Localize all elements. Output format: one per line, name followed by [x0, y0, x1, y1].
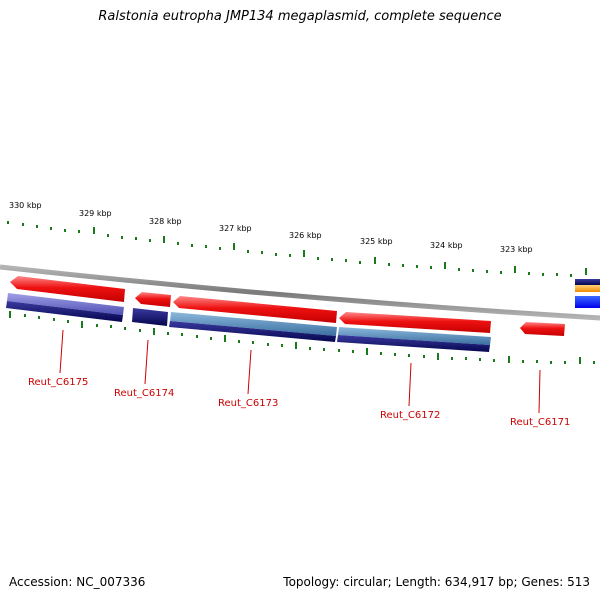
gene-leader-lines [59, 329, 541, 414]
gene-band [7, 293, 124, 315]
map-title: Ralstonia eutropha JMP134 megaplasmid, c… [98, 9, 502, 24]
inner-tick-ring [9, 311, 595, 364]
gene-band [338, 327, 491, 345]
kbp-label: 329 kbp [79, 209, 112, 218]
outer-tick-ring [7, 221, 587, 277]
topology-summary: Topology: circular; Length: 634,917 bp; … [283, 575, 590, 589]
accession-text: Accession: NC_007336 [9, 575, 146, 589]
gene-band [575, 285, 600, 292]
gene-band [575, 279, 600, 285]
gene-band [132, 308, 168, 326]
leader-line [538, 369, 541, 414]
gene-label[interactable]: Reut_C6174 [114, 388, 174, 399]
gene-arrow [520, 322, 565, 336]
forward-strand-genes [10, 276, 565, 336]
gene-band [6, 301, 123, 322]
reverse-strand-genes [6, 279, 600, 352]
kbp-label: 324 kbp [430, 241, 463, 250]
gene-band [575, 296, 600, 308]
kbp-label: 326 kbp [289, 231, 322, 240]
leader-line [59, 329, 64, 374]
kbp-label: 328 kbp [149, 217, 182, 226]
gene-label[interactable]: Reut_C6175 [28, 377, 88, 388]
gene-band [170, 312, 337, 336]
gene-label[interactable]: Reut_C6171 [510, 417, 570, 428]
gene-band [169, 321, 336, 342]
gene-arrow [173, 296, 337, 323]
gene-band [337, 335, 490, 352]
gene-label[interactable]: Reut_C6173 [218, 398, 278, 409]
kbp-label: 323 kbp [500, 245, 533, 254]
plasmid-backbone [0, 264, 600, 321]
gene-arrow [135, 292, 171, 307]
leader-line [144, 339, 149, 385]
gene-arrow [10, 276, 125, 302]
kbp-label: 325 kbp [360, 237, 393, 246]
gene-label[interactable]: Reut_C6172 [380, 410, 440, 421]
gene-arrow [339, 312, 491, 333]
leader-line [247, 349, 252, 395]
kbp-label: 330 kbp [9, 201, 42, 210]
kbp-label: 327 kbp [219, 224, 252, 233]
leader-line [408, 362, 412, 407]
kbp-scale-labels: 330 kbp 329 kbp 328 kbp 327 kbp 326 kbp … [9, 201, 533, 254]
gene-labels: Reut_C6175 Reut_C6174 Reut_C6173 Reut_C6… [28, 377, 570, 428]
